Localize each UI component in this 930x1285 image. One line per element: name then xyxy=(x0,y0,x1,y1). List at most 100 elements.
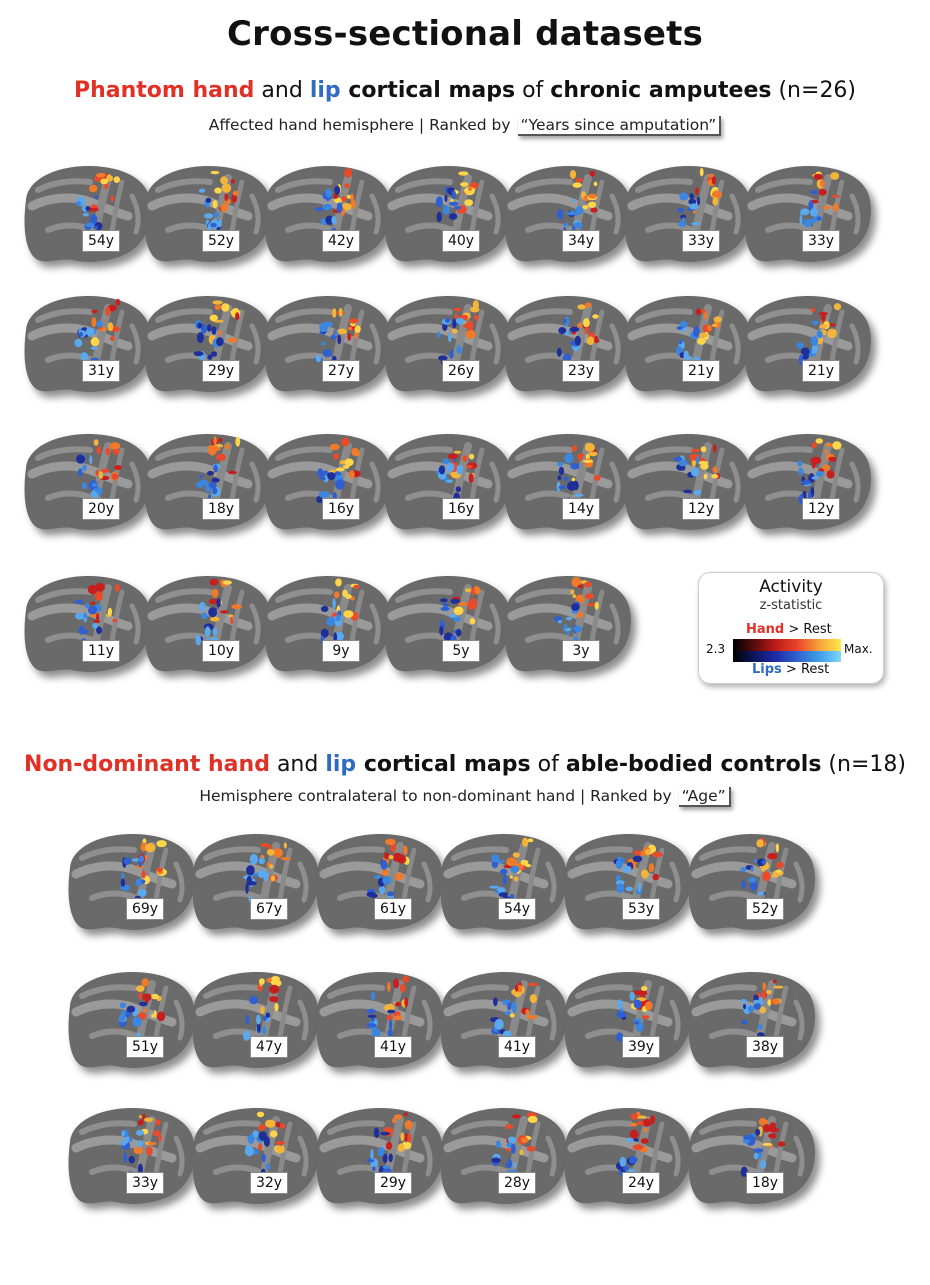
brain-map-tile: 53y xyxy=(558,828,694,940)
brain-map-tile: 42y xyxy=(258,160,394,272)
age-label: 40y xyxy=(442,230,480,252)
age-label: 29y xyxy=(202,360,240,382)
age-label: 12y xyxy=(802,498,840,520)
brain-map-tile: 41y xyxy=(434,966,570,1078)
heading-hand-term: Non-dominant hand xyxy=(24,752,270,777)
brain-map-tile: 9y xyxy=(258,570,394,682)
age-label: 16y xyxy=(322,498,360,520)
age-label: 21y xyxy=(682,360,720,382)
brain-map-tile: 14y xyxy=(498,428,634,540)
brain-map-tile: 41y xyxy=(310,966,446,1078)
heading-text: cortical maps xyxy=(356,752,531,777)
brain-map-tile: 52y xyxy=(138,160,274,272)
age-label: 14y xyxy=(562,498,600,520)
age-label: 33y xyxy=(802,230,840,252)
lips-colorbar xyxy=(733,651,841,662)
age-label: 53y xyxy=(622,898,660,920)
brain-map-tile: 27y xyxy=(258,290,394,402)
brain-map-tile: 26y xyxy=(378,290,514,402)
age-label: 3y xyxy=(562,640,600,662)
brain-map-tile: 12y xyxy=(618,428,754,540)
age-label: 28y xyxy=(498,1172,536,1194)
brain-map-tile: 51y xyxy=(62,966,198,1078)
age-label: 20y xyxy=(82,498,120,520)
brain-map-tile: 29y xyxy=(310,1102,446,1214)
age-label: 52y xyxy=(746,898,784,920)
age-label: 27y xyxy=(322,360,360,382)
legend-max-value: Max. xyxy=(844,642,873,656)
brain-map-tile: 12y xyxy=(738,428,874,540)
age-label: 38y xyxy=(746,1036,784,1058)
heading-text: of xyxy=(515,78,551,103)
age-label: 47y xyxy=(250,1036,288,1058)
brain-map-tile: 33y xyxy=(738,160,874,272)
age-label: 41y xyxy=(374,1036,412,1058)
age-label: 5y xyxy=(442,640,480,662)
heading-hand-term: Phantom hand xyxy=(73,78,255,103)
legend-min-value: 2.3 xyxy=(706,642,726,656)
brain-map-tile: 11y xyxy=(18,570,154,682)
brain-map-tile: 20y xyxy=(18,428,154,540)
brain-map-tile: 16y xyxy=(378,428,514,540)
legend-hand-label: Hand > Rest xyxy=(746,622,832,637)
age-label: 51y xyxy=(126,1036,164,1058)
age-label: 29y xyxy=(374,1172,412,1194)
brain-map-tile: 31y xyxy=(18,290,154,402)
legend-title: Activity xyxy=(759,577,823,597)
activity-legend: Activity z-statistic Hand > Rest 2.3 Max… xyxy=(698,572,884,684)
brain-map-tile: 39y xyxy=(558,966,694,1078)
heading-text: cortical maps xyxy=(340,78,516,103)
brain-map-tile: 24y xyxy=(558,1102,694,1214)
age-label: 21y xyxy=(802,360,840,382)
age-label: 34y xyxy=(562,230,600,252)
heading-count: (n=26) xyxy=(771,78,857,103)
amputee-subtitle: Affected hand hemisphere | Ranked by “Ye… xyxy=(0,116,930,136)
brain-map-tile: 54y xyxy=(434,828,570,940)
brain-map-tile: 18y xyxy=(682,1102,818,1214)
brain-map-tile: 29y xyxy=(138,290,274,402)
age-label: 54y xyxy=(82,230,120,252)
heading-text: of xyxy=(530,752,566,777)
heading-lip-term: lip xyxy=(309,78,341,103)
brain-map-tile: 16y xyxy=(258,428,394,540)
age-label: 18y xyxy=(202,498,240,520)
brain-map-tile: 21y xyxy=(618,290,754,402)
heading-group: able-bodied controls xyxy=(565,752,822,777)
brain-map-tile: 3y xyxy=(498,570,634,682)
legend-lips-suffix: > Rest xyxy=(781,662,830,677)
age-label: 54y xyxy=(498,898,536,920)
hand-colorbar xyxy=(733,639,841,651)
legend-lips-label: Lips > Rest xyxy=(752,662,829,677)
brain-map-tile: 10y xyxy=(138,570,274,682)
brain-map-tile: 52y xyxy=(682,828,818,940)
brain-map-tile: 21y xyxy=(738,290,874,402)
brain-map-tile: 33y xyxy=(618,160,754,272)
age-label: 41y xyxy=(498,1036,536,1058)
age-label: 10y xyxy=(202,640,240,662)
brain-map-tile: 33y xyxy=(62,1102,198,1214)
age-label: 69y xyxy=(126,898,164,920)
age-label: 61y xyxy=(374,898,412,920)
age-label: 42y xyxy=(322,230,360,252)
figure-title: Cross-sectional datasets xyxy=(226,14,704,54)
brain-map-tile: 69y xyxy=(62,828,198,940)
age-label: 12y xyxy=(682,498,720,520)
brain-map-tile: 5y xyxy=(378,570,514,682)
amputee-heading: Phantom hand and lip cortical maps of ch… xyxy=(0,78,930,103)
age-label: 39y xyxy=(622,1036,660,1058)
control-heading: Non-dominant hand and lip cortical maps … xyxy=(0,752,930,777)
brain-map-tile: 23y xyxy=(498,290,634,402)
age-label: 32y xyxy=(250,1172,288,1194)
legend-hand-term: Hand xyxy=(746,622,785,637)
brain-map-tile: 28y xyxy=(434,1102,570,1214)
age-label: 33y xyxy=(682,230,720,252)
brain-map-tile: 32y xyxy=(186,1102,322,1214)
age-label: 18y xyxy=(746,1172,784,1194)
age-label: 9y xyxy=(322,640,360,662)
brain-map-tile: 47y xyxy=(186,966,322,1078)
rank-key-label: “Age” xyxy=(678,787,731,807)
age-label: 24y xyxy=(622,1172,660,1194)
heading-text: and xyxy=(254,78,310,103)
age-label: 31y xyxy=(82,360,120,382)
control-subtitle: Hemisphere contralateral to non-dominant… xyxy=(0,787,930,807)
